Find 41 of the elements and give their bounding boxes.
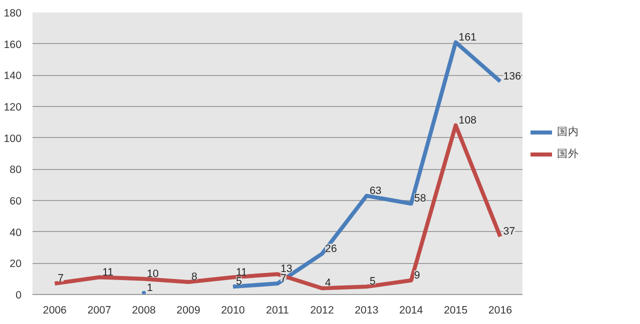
data-label: 11 (102, 266, 114, 278)
data-label: 10 (146, 268, 159, 280)
x-tick-label: 2007 (87, 304, 112, 316)
y-tick-label: 140 (4, 70, 22, 82)
x-tick-label: 2009 (176, 304, 200, 316)
y-tick-label: 20 (10, 258, 22, 270)
data-label: 9 (414, 269, 420, 282)
data-label: 136 (503, 70, 522, 82)
line-series (52, 123, 502, 290)
data-label: 8 (191, 270, 198, 283)
x-tick-label: 2008 (132, 304, 156, 316)
data-label: 63 (370, 184, 382, 197)
data-label: 161 (458, 31, 477, 44)
x-tick-label: 2015 (444, 304, 468, 316)
data-label: 7 (280, 272, 286, 285)
y-tick-label: 160 (4, 38, 22, 51)
legend-label: 国外 (557, 147, 579, 161)
x-tick-label: 2010 (221, 304, 245, 316)
y-tick-label: 120 (4, 102, 22, 114)
data-label: 1 (146, 282, 153, 294)
data-label: 37 (503, 226, 516, 238)
x-tick-label: 2014 (399, 304, 424, 316)
y-tick-label: 180 (4, 8, 22, 20)
data-label: 58 (414, 192, 426, 205)
y-tick-label: 100 (4, 132, 22, 145)
y-tick-label: 80 (10, 164, 22, 176)
x-tick-label: 2006 (42, 304, 67, 316)
x-tick-label: 2011 (266, 304, 290, 316)
data-label: 108 (458, 114, 477, 126)
y-tick-label: 40 (10, 226, 22, 239)
y-tick-label: 0 (16, 290, 22, 302)
data-label: 13 (280, 263, 292, 276)
legend-label: 国内 (557, 125, 579, 139)
x-tick-label: 2016 (488, 304, 512, 316)
data-label: 7 (58, 272, 64, 285)
data-label: 11 (236, 266, 248, 278)
x-tick-label: 2012 (310, 304, 334, 316)
data-label: 26 (325, 242, 337, 255)
y-tick-label: 60 (10, 196, 22, 208)
x-tick-label: 2013 (354, 304, 379, 316)
data-label: 4 (325, 277, 332, 290)
